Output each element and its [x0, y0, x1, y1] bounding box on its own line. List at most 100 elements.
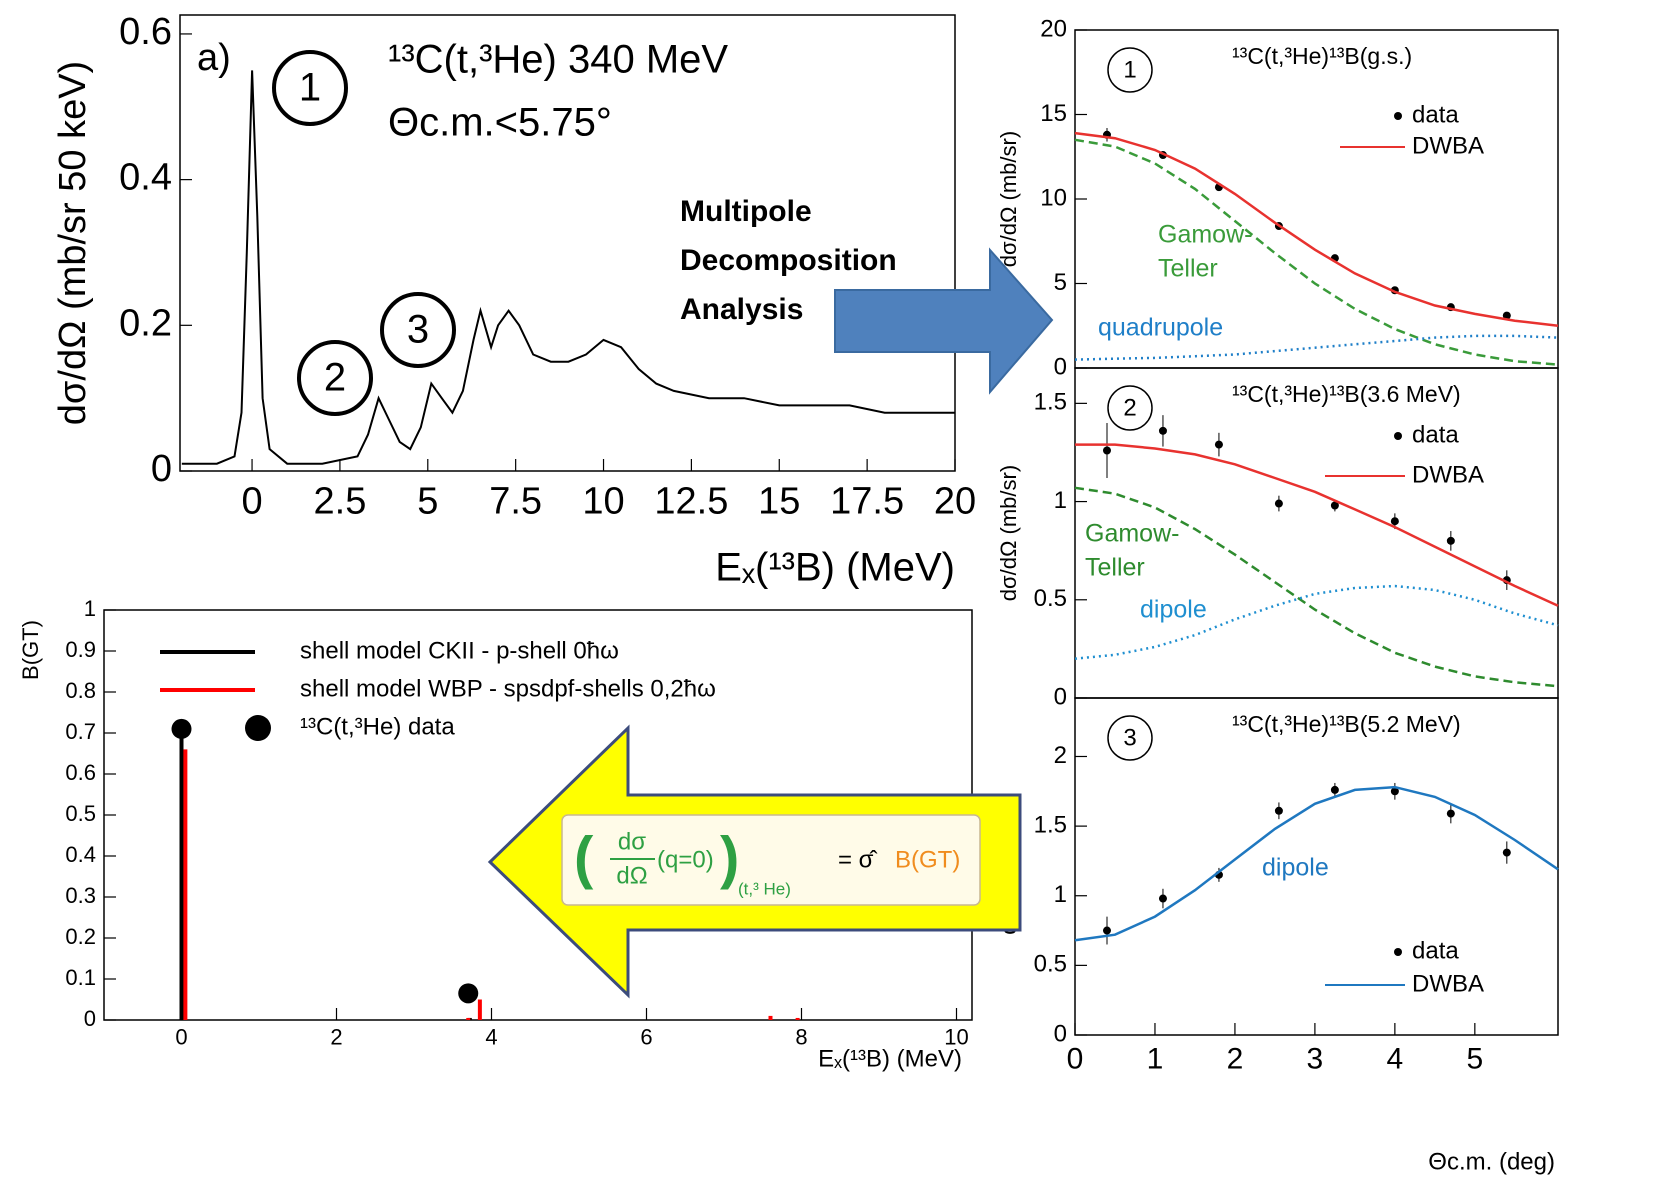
- y-tick-label: 0: [151, 448, 172, 490]
- x-tick-label: 0: [241, 480, 262, 522]
- x-tick-label: 20: [934, 480, 976, 522]
- y-tick-label: 0: [1054, 1020, 1067, 1047]
- y-tick-label: 1: [1054, 487, 1067, 514]
- peak-circle: [297, 340, 373, 416]
- y-tick-label: 0.6: [119, 11, 172, 53]
- y-tick-label: 15: [1040, 100, 1067, 127]
- chart-title: ¹³C(t,³He)¹³B(g.s.): [1232, 43, 1412, 69]
- legend-label: data: [1412, 937, 1459, 964]
- y-tick-label: 0.3: [65, 883, 96, 908]
- data-point: [1330, 501, 1339, 510]
- y-tick-label: 0: [1054, 683, 1067, 710]
- y-axis-label: dσ/dΩ (mb/sr 50 keV): [52, 61, 94, 425]
- data-point: [1158, 426, 1167, 435]
- x-tick-label: 12.5: [654, 480, 728, 522]
- curve: [1074, 486, 1559, 688]
- formula-part: dΩ: [616, 862, 647, 889]
- data-point: [1274, 499, 1283, 508]
- circle-label: 2: [1123, 394, 1136, 421]
- data-point: [1390, 787, 1399, 796]
- y-tick-label: 0.6: [65, 760, 96, 785]
- formula-part: B(GT): [895, 846, 960, 873]
- y-tick-label: 0: [84, 1006, 96, 1031]
- y-tick-label: 0.7: [65, 719, 96, 744]
- curve-label: Gamow-: [1158, 221, 1252, 249]
- legend-label: DWBA: [1412, 461, 1484, 488]
- legend-label: data: [1412, 421, 1459, 448]
- panel-label: a): [197, 37, 231, 79]
- curve: [181, 70, 955, 465]
- x-tick-label: 0: [1067, 1042, 1084, 1075]
- x-tick-label: 10: [582, 480, 624, 522]
- data-point: [458, 983, 479, 1004]
- x-tick-label: 3: [1307, 1042, 1324, 1075]
- data-point: [1446, 536, 1455, 545]
- y-tick-label: 1.5: [1034, 389, 1067, 416]
- formula-part: dσ: [618, 828, 646, 855]
- curve: [1074, 785, 1559, 942]
- peak-label: 1: [299, 66, 321, 110]
- y-tick-label: 5: [1054, 269, 1067, 296]
- x-tick-label: 2: [1227, 1042, 1244, 1075]
- x-tick-label: 10: [944, 1025, 968, 1050]
- y-tick-label: 0.5: [65, 801, 96, 826]
- legend-label: DWBA: [1412, 132, 1484, 159]
- chart-subtitle: Θc.m.<5.75°: [388, 101, 612, 145]
- x-tick-label: 2: [330, 1025, 342, 1050]
- x-tick-label: 17.5: [830, 480, 904, 522]
- y-tick-label: 2: [1054, 742, 1067, 769]
- curve-label: Teller: [1158, 255, 1218, 283]
- formula-part: (: [574, 825, 594, 890]
- peak-circle: [380, 292, 456, 368]
- circle-marker: [1107, 385, 1153, 431]
- legend-label: DWBA: [1412, 970, 1484, 997]
- formula-box: [561, 814, 981, 906]
- y-tick-label: 0.2: [65, 924, 96, 949]
- circle-label: 3: [1123, 724, 1136, 751]
- x-tick-label: 0: [175, 1025, 187, 1050]
- legend-marker: [1394, 948, 1402, 956]
- plot-frame: [1074, 697, 1559, 1036]
- y-tick-label: 1: [84, 596, 96, 621]
- x-tick-label: 1: [1147, 1042, 1164, 1075]
- arrow-text: Multipole: [680, 195, 812, 228]
- data-point: [1446, 809, 1455, 818]
- y-axis-label: B(GT): [18, 620, 43, 680]
- curve-label: dipole: [1140, 596, 1207, 624]
- x-tick-label: 4: [485, 1025, 497, 1050]
- x-tick-label: 2.5: [314, 480, 367, 522]
- formula-part: (t,³ He): [738, 879, 791, 898]
- y-axis-label: dσ/dΩ (mb/sr): [996, 131, 1021, 267]
- formula-part: (q=0): [657, 846, 714, 873]
- x-tick-label: 15: [758, 480, 800, 522]
- x-tick-label: 7.5: [489, 480, 542, 522]
- y-tick-label: 0.1: [65, 965, 96, 990]
- curve: [1075, 443, 1559, 607]
- legend-marker: [1394, 112, 1402, 120]
- chart-title: ¹³C(t,³He) 340 MeV: [388, 38, 728, 82]
- data-point: [1502, 311, 1511, 320]
- data-point: [1390, 517, 1399, 526]
- legend-label: data: [1412, 101, 1459, 128]
- legend-label: shell model WBP - spsdpf-shells 0,2ħω: [300, 675, 716, 702]
- chart-title: ¹³C(t,³He)¹³B(5.2 MeV): [1232, 711, 1461, 737]
- chart-title: ¹³C(t,³He)¹³B(3.6 MeV): [1232, 381, 1461, 407]
- x-tick-label: 4: [1387, 1042, 1404, 1075]
- y-tick-label: 1.5: [1034, 811, 1067, 838]
- x-axis-label: Eₓ(¹³B) (MeV): [715, 546, 955, 590]
- legend-label: ¹³C(t,³He) data: [300, 713, 455, 740]
- y-tick-label: 0: [1054, 353, 1067, 380]
- arrow-text: Decomposition: [680, 244, 897, 277]
- curve: [1074, 131, 1559, 328]
- legend-marker: [245, 715, 271, 741]
- legend-label: shell model CKII - p-shell 0ħω: [300, 637, 619, 664]
- formula-part: ): [720, 825, 739, 890]
- circle-marker: [1107, 47, 1153, 93]
- y-tick-label: 1: [1054, 881, 1067, 908]
- data-point: [1274, 806, 1283, 815]
- peak-label: 3: [407, 308, 429, 352]
- y-tick-label: 20: [1040, 15, 1067, 42]
- peak-label: 2: [324, 356, 346, 400]
